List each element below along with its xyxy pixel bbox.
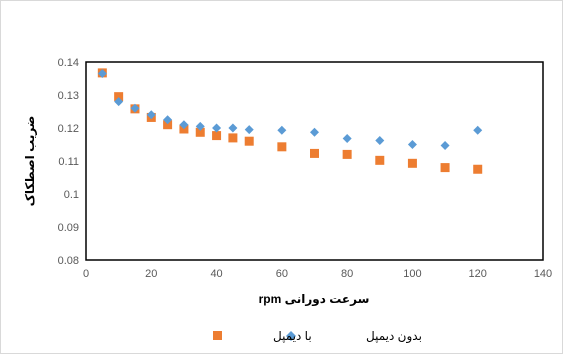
y-tick-label: 0.08 (58, 255, 79, 267)
x-axis-ticks: 0 20 40 60 80 100 120 140 (83, 268, 552, 280)
x-tick-label: 20 (145, 268, 157, 280)
data-points (97, 68, 483, 174)
y-axis-ticks: 0.08 0.09 0.1 0.11 0.12 0.13 0.14 (58, 57, 79, 267)
y-axis-title: ضریب اصطکاک (23, 116, 37, 207)
without-dimple-point (277, 125, 287, 135)
without-dimple-point (212, 123, 222, 133)
with-dimple-point (277, 142, 287, 152)
without-dimple-point (375, 136, 385, 146)
with-dimple-point (375, 155, 385, 165)
legend-square-icon (213, 331, 222, 340)
with-dimple-point (310, 148, 319, 158)
y-tick-label: 0.09 (58, 222, 79, 234)
x-tick-label: 120 (469, 268, 487, 280)
without-dimple-point (244, 125, 254, 135)
without-dimple-point (179, 120, 189, 130)
x-tick-label: 100 (403, 268, 421, 280)
without-dimple-point (114, 97, 124, 107)
y-tick-label: 0.14 (58, 57, 79, 69)
without-dimple-point (440, 140, 450, 150)
legend-label-with-dimple: با دیمپل (273, 329, 312, 343)
x-tick-label: 0 (83, 268, 89, 280)
with-dimple-point (407, 158, 417, 168)
without-dimple-point (163, 115, 173, 125)
with-dimple-point (195, 127, 205, 137)
legend: بدون دیمپل با دیمپل (213, 329, 422, 344)
with-dimple-point (163, 120, 173, 130)
legend-label-without-dimple: بدون دیمپل (366, 329, 422, 344)
with-dimple-point (342, 149, 352, 159)
x-tick-label: 80 (341, 268, 353, 280)
with-dimple-point (212, 131, 222, 141)
y-tick-label: 0.11 (58, 156, 79, 168)
without-dimple-point (342, 134, 352, 144)
with-dimple-point (473, 164, 483, 174)
with-dimple-point (244, 136, 254, 146)
without-dimple-point (97, 69, 107, 79)
x-axis-title: سرعت دورانی rpm (259, 292, 370, 307)
chart-svg: 0.08 0.09 0.1 0.11 0.12 0.13 0.14 0 20 40 60 80 100… (23, 57, 552, 344)
legend-diamond-icon (286, 331, 296, 341)
with-dimple-point (228, 133, 238, 143)
with-dimple-point (114, 92, 124, 102)
x-tick-label: 40 (210, 268, 222, 280)
without-dimple-point (228, 123, 238, 133)
without-dimple-point (195, 121, 205, 131)
x-tick-label: 60 (276, 268, 288, 280)
y-tick-label: 0.12 (58, 123, 79, 135)
without-dimple-point (310, 127, 319, 137)
with-dimple-point (440, 163, 450, 173)
without-dimple-point (407, 140, 417, 149)
x-tick-label: 140 (534, 268, 552, 280)
without-dimple-point (473, 125, 483, 135)
y-tick-label: 0.1 (64, 189, 79, 201)
without-dimple-point (146, 110, 156, 120)
plot-area (85, 61, 544, 261)
without-dimple-point (130, 103, 140, 113)
y-tick-label: 0.13 (58, 90, 79, 102)
